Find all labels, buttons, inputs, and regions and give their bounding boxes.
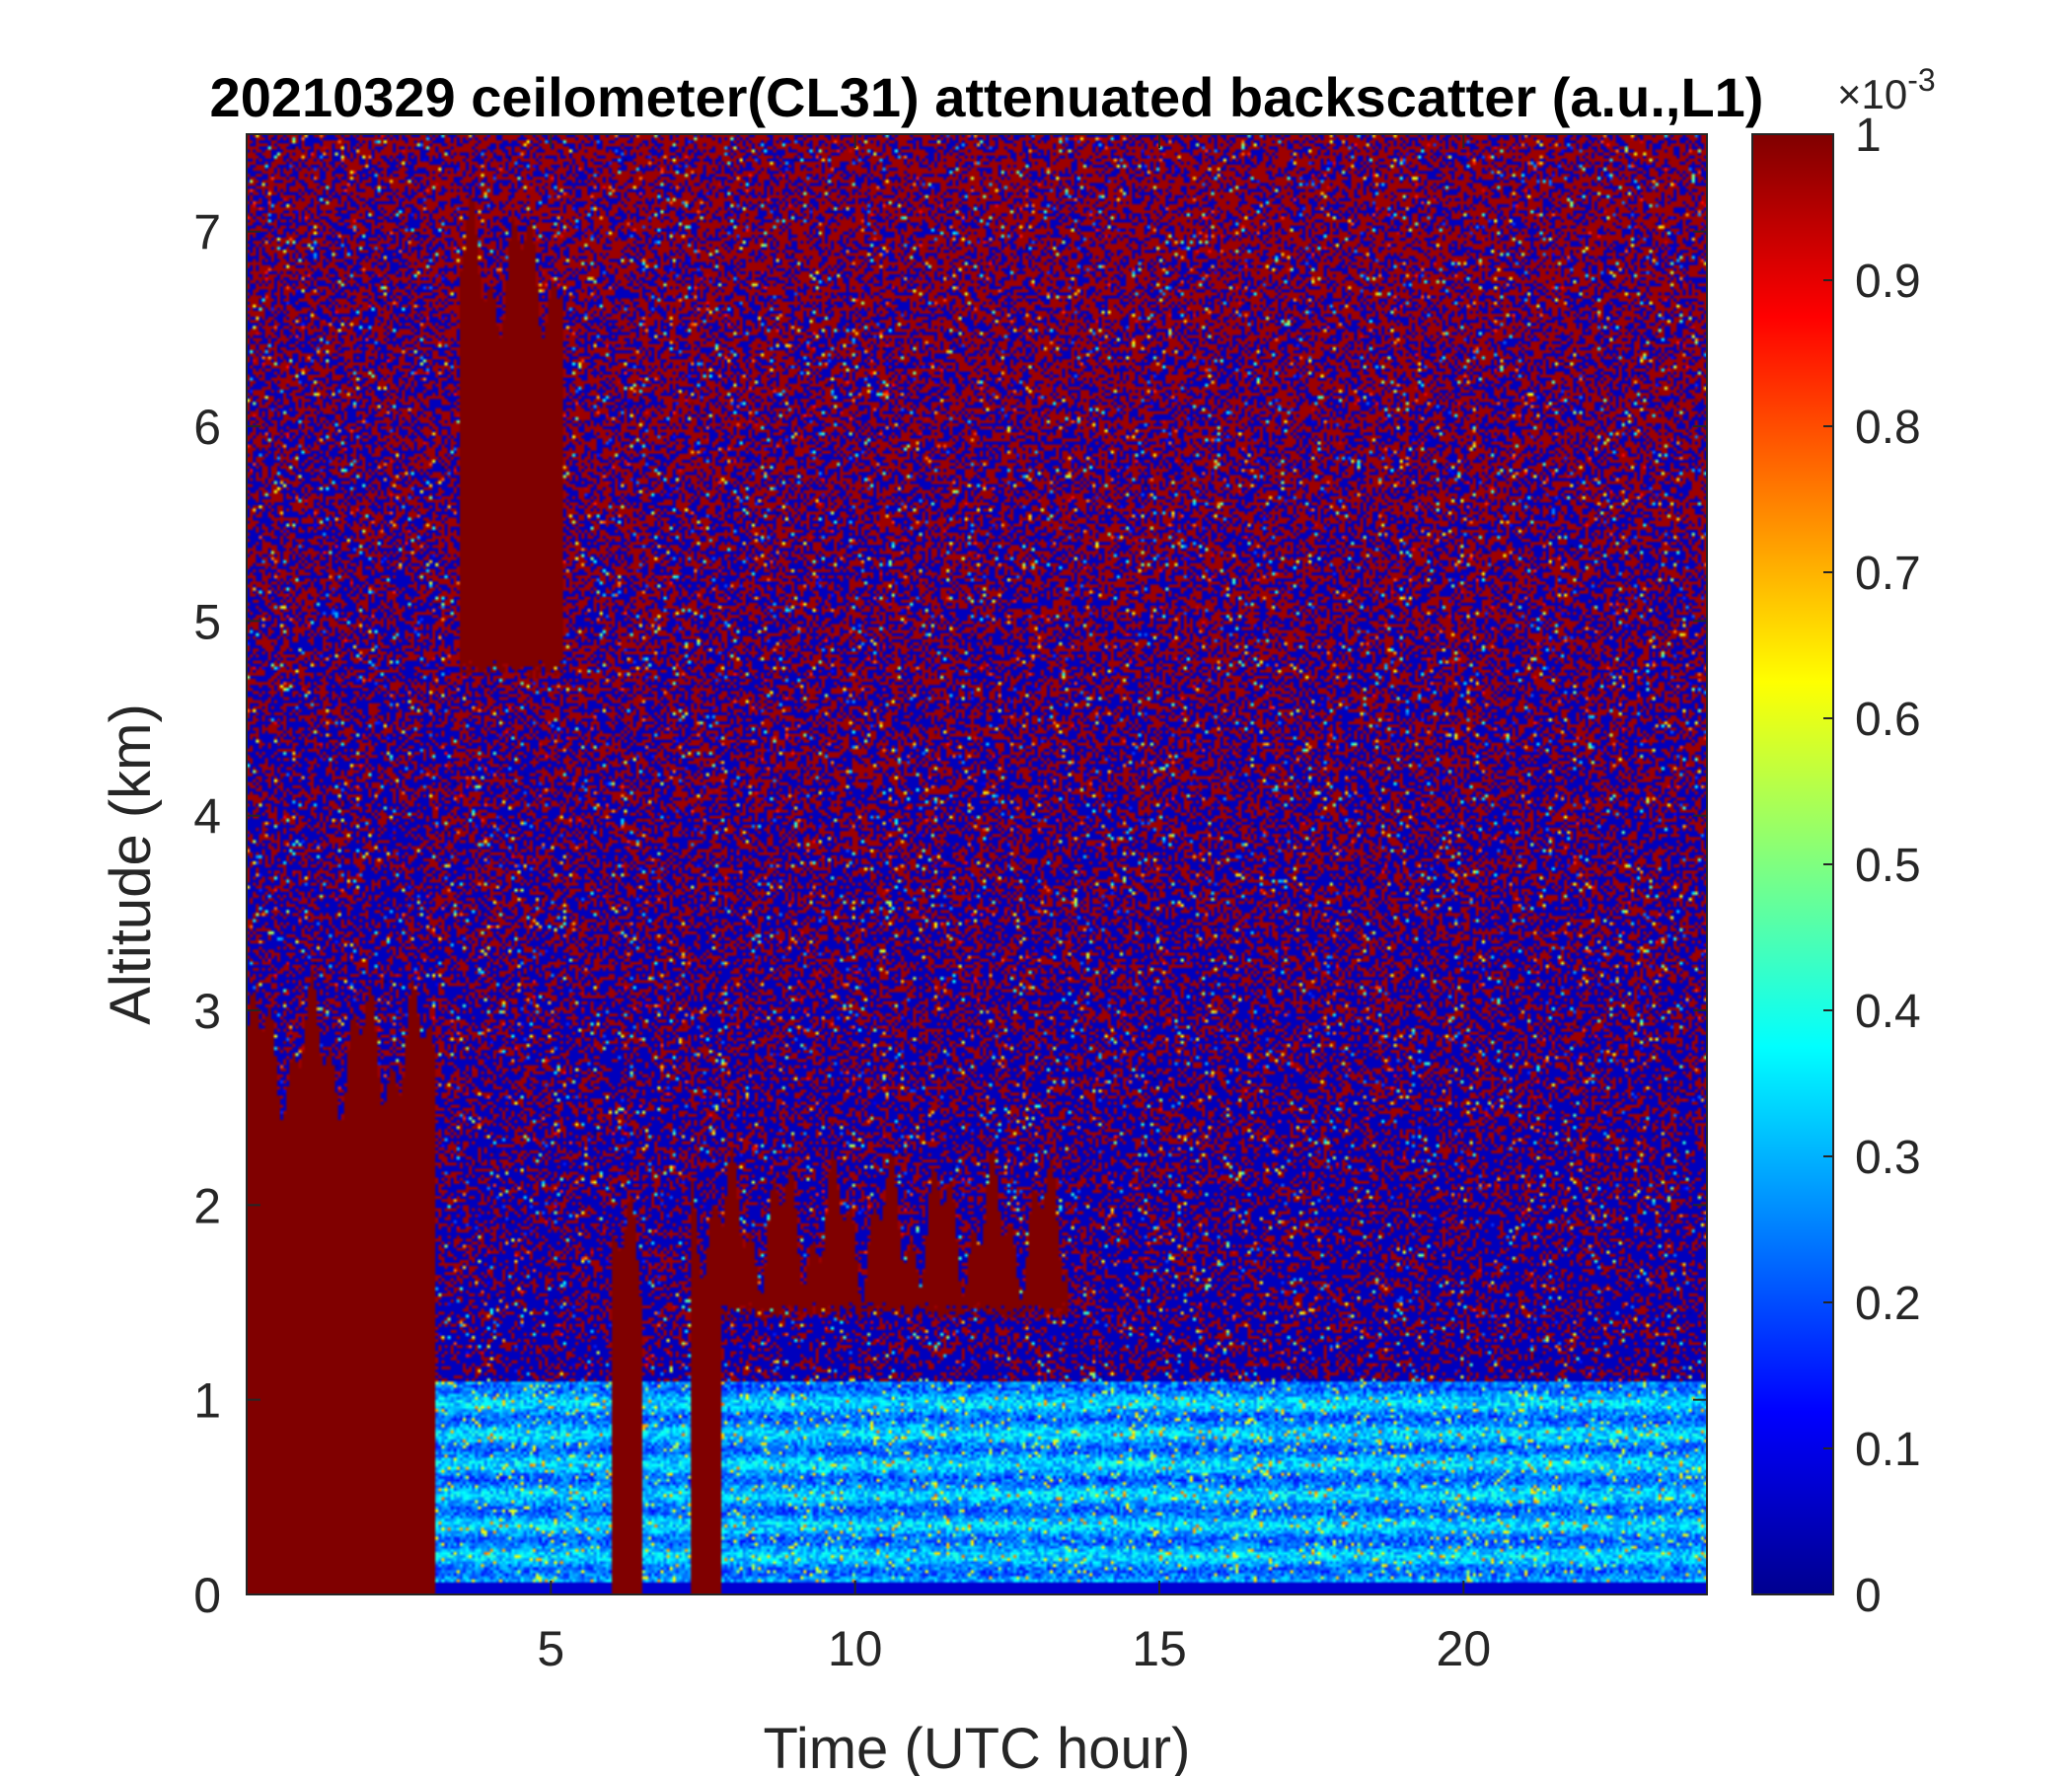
x-tick-label: 10: [828, 1621, 883, 1676]
colorbar-ticks: 0 0.1 0.2 0.3 0.4 0.5 0.6 0.7 0.8 0.9 1: [1823, 110, 1921, 1622]
colorbar-tick-label: 0.5: [1855, 840, 1921, 892]
colorbar-multiplier: ×10-3: [1837, 62, 1936, 117]
y-axis: 0 1 2 3 4 5 6 7: [193, 205, 1707, 1623]
y-tick-label: 0: [193, 1568, 221, 1623]
y-tick-label: 1: [193, 1373, 221, 1429]
x-axis-label: Time (UTC hour): [764, 1717, 1191, 1776]
colorbar: 0 0.1 0.2 0.3 0.4 0.5 0.6 0.7 0.8 0.9 1 ×10-3: [1751, 62, 1936, 1622]
chart-title: 20210329 ceilometer(CL31) attenuated bac…: [210, 66, 1764, 128]
y-tick-label: 2: [193, 1178, 221, 1233]
colorbar-tick-label: 0.4: [1855, 986, 1921, 1038]
colorbar-tick-label: 0.9: [1855, 256, 1921, 308]
x-tick-label: 5: [537, 1621, 564, 1676]
backscatter-heatmap: [247, 134, 1707, 1594]
y-tick-label: 3: [193, 984, 221, 1039]
colorbar-tick-label: 0.2: [1855, 1278, 1921, 1330]
y-tick-label: 6: [193, 400, 221, 455]
y-tick-label: 5: [193, 594, 221, 649]
colorbar-tick-label: 0.6: [1855, 694, 1921, 746]
colorbar-tick-label: 1: [1855, 110, 1882, 162]
plot-frame: [246, 133, 1708, 1595]
x-axis: 5 10 15 20: [537, 134, 1491, 1676]
plot-area: 5 10 15 20 0 1 2 3 4 5 6 7: [193, 133, 1708, 1676]
y-tick-label: 4: [193, 789, 221, 845]
y-tick-label: 7: [193, 205, 221, 260]
colorbar-tick-label: 0.7: [1855, 548, 1921, 600]
colorbar-tick-label: 0.8: [1855, 402, 1921, 454]
x-tick-label: 15: [1132, 1621, 1187, 1676]
colorbar-tick-label: 0.3: [1855, 1132, 1921, 1184]
colorbar-tick-label: 0: [1855, 1570, 1882, 1622]
colorbar-multiplier-exponent: -3: [1907, 62, 1935, 98]
colorbar-multiplier-base: ×10: [1837, 71, 1907, 117]
x-tick-label: 20: [1437, 1621, 1492, 1676]
colorbar-tick-label: 0.1: [1855, 1424, 1921, 1476]
colorbar-gradient: [1751, 133, 1834, 1595]
y-axis-label: Altitude (km): [99, 703, 163, 1025]
